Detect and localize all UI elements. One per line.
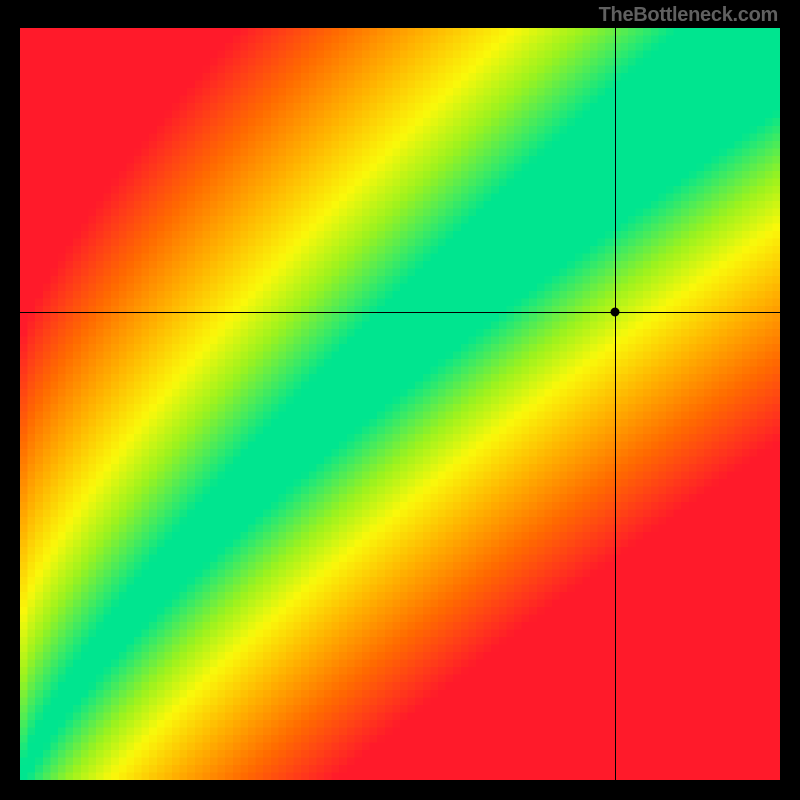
crosshair-horizontal-line [20, 312, 780, 313]
chart-container: TheBottleneck.com [0, 0, 800, 800]
watermark-text: TheBottleneck.com [599, 4, 778, 27]
crosshair-vertical-line [615, 28, 616, 780]
bottleneck-heatmap [20, 28, 780, 780]
crosshair-marker-point [611, 308, 620, 317]
